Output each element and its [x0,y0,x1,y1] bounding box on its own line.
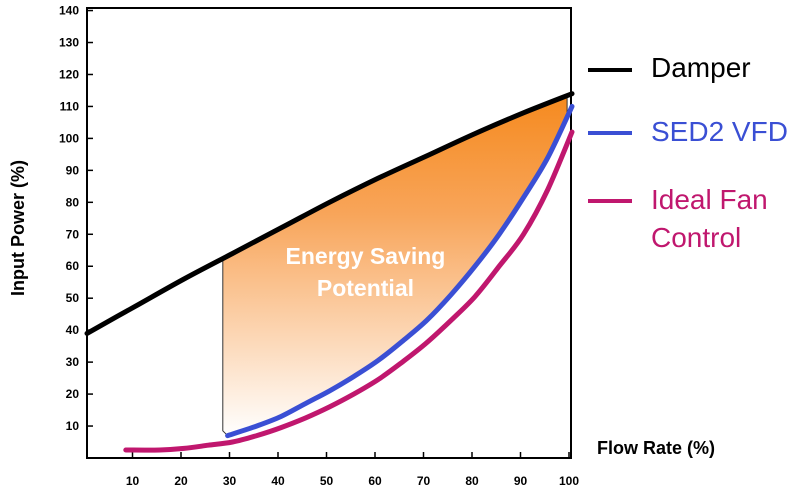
y-tick-label: 110 [60,99,80,113]
y-tick-label: 10 [66,419,80,433]
y-axis-ticks: 10 20 30 40 50 60 70 80 90 100 110 120 130 140 [59,4,93,433]
legend: Damper SED2 VFD Ideal Fan Control [588,52,788,253]
x-tick-label: 60 [368,474,382,488]
y-tick-label: 80 [66,195,80,209]
annotation-energy-saving: Energy Saving [286,243,446,269]
plot-area-frame [86,7,572,459]
x-tick-label: 20 [174,474,188,488]
y-tick-label: 130 [59,36,79,50]
series-line-damper [84,91,575,336]
x-tick-label: 50 [320,474,334,488]
x-tick-label: 80 [465,474,479,488]
legend-label-ideal: Ideal Fan [651,184,768,215]
y-tick-label: 30 [66,355,80,369]
y-tick-label: 50 [66,291,80,305]
legend-label-damper: Damper [651,52,751,83]
y-tick-label: 120 [59,67,79,81]
legend-label-vfd: SED2 VFD [651,116,788,147]
x-tick-label: 100 [559,474,579,488]
annotation-energy-saving: Potential [317,275,414,301]
series-line-ideal [123,129,575,453]
x-tick-label: 10 [126,474,140,488]
y-tick-label: 90 [66,163,80,177]
y-tick-label: 60 [66,259,80,273]
x-tick-label: 40 [271,474,285,488]
legend-label-ideal: Control [651,222,741,253]
y-tick-label: 40 [66,323,80,337]
y-tick-label: 20 [66,387,80,401]
y-tick-label: 70 [66,227,80,241]
x-tick-label: 30 [223,474,237,488]
x-axis-ticks: 10 20 30 40 50 60 70 80 90 100 [126,452,579,488]
y-axis-title: Input Power (%) [8,160,28,296]
y-tick-label: 140 [59,4,79,18]
y-tick-label: 100 [59,131,79,145]
x-tick-label: 90 [514,474,528,488]
annotation-layer: Energy Saving Potential [286,243,446,301]
series-layer [84,91,575,453]
x-tick-label: 70 [417,474,431,488]
series-line-vfd [225,103,575,439]
x-axis-title: Flow Rate (%) [597,438,715,458]
